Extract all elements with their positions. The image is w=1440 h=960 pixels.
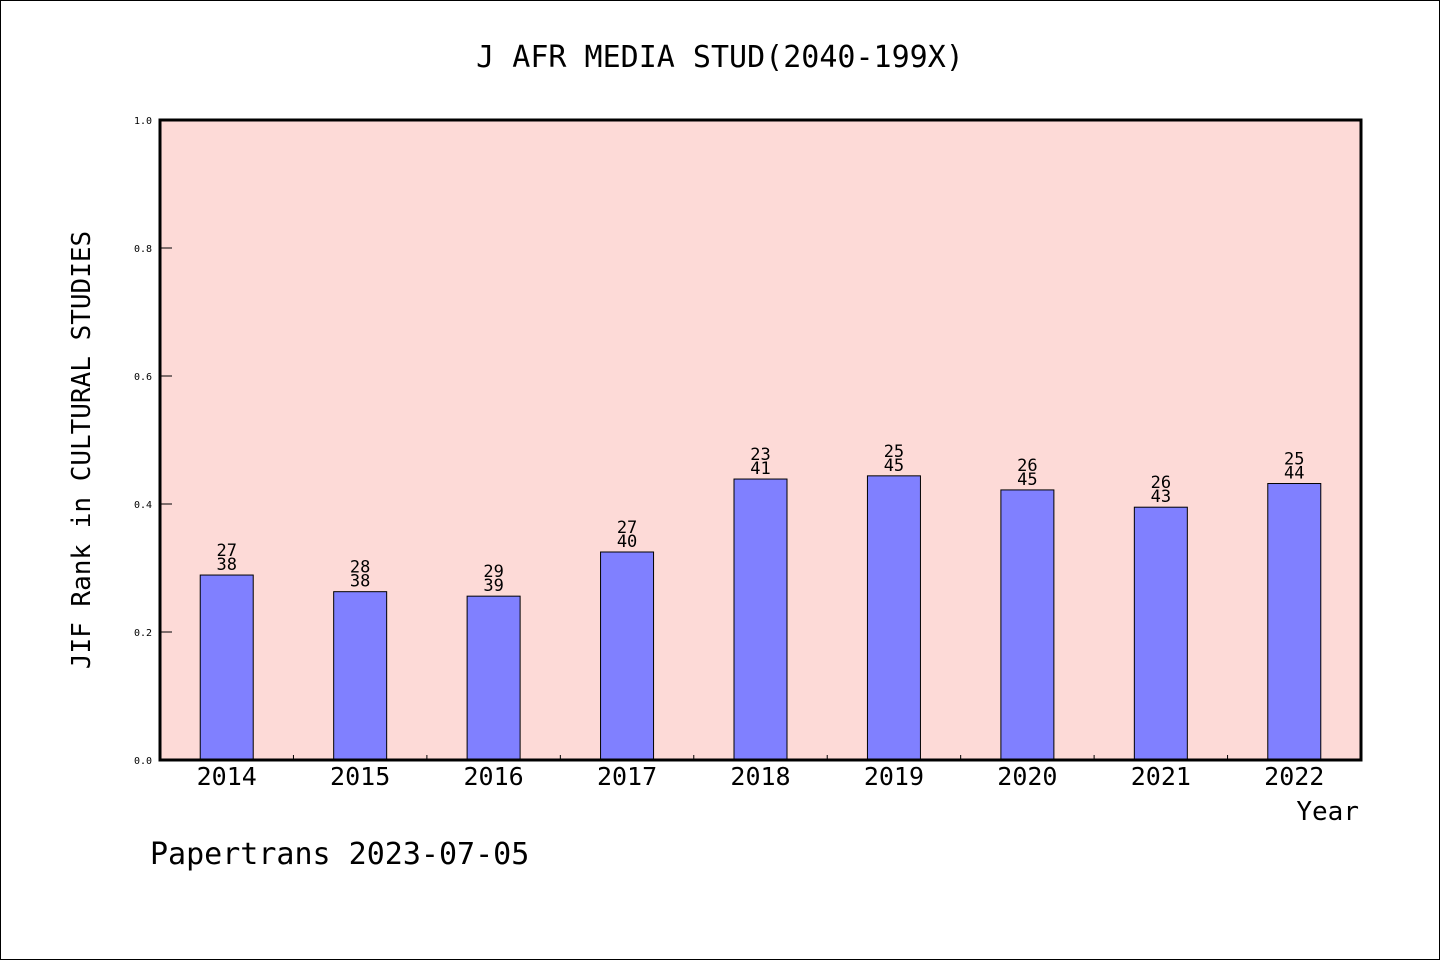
bar-label-top: 25 [884, 442, 904, 462]
x-tick-label: 2015 [330, 762, 390, 791]
footer-credit: Papertrans 2023-07-05 [150, 837, 529, 872]
x-tick-label: 2017 [597, 762, 657, 791]
bar-label-top: 23 [750, 445, 770, 465]
x-tick-label: 2019 [864, 762, 924, 791]
bar-2018 [733, 478, 788, 761]
y-tick-label: 0.0 [134, 756, 152, 767]
bar-label-bottom: 39 [483, 576, 503, 596]
x-tick-label: 2018 [730, 762, 790, 791]
bar-2019 [866, 475, 921, 761]
bar-2014 [199, 574, 254, 761]
y-tick-label: 1.0 [134, 116, 152, 127]
bar-label-top: 27 [617, 518, 637, 538]
chart-title: J AFR MEDIA STUD(2040-199X) [476, 40, 964, 75]
bar-label-bottom: 43 [1151, 487, 1171, 507]
x-tick-label: 2020 [997, 762, 1057, 791]
bar-2015 [333, 591, 388, 761]
bar-label-top: 26 [1151, 473, 1171, 493]
bar-label-bottom: 45 [884, 456, 904, 476]
y-tick-label: 0.4 [134, 500, 152, 511]
x-tick-label: 2014 [197, 762, 257, 791]
x-tick-label: 2022 [1264, 762, 1324, 791]
bar-label-top: 28 [350, 558, 370, 578]
bar-label-top: 27 [216, 541, 236, 561]
y-tick-label: 0.2 [134, 628, 152, 639]
bar-2017 [600, 551, 655, 761]
x-tick-label: 2021 [1131, 762, 1191, 791]
x-tick-label: 2016 [464, 762, 524, 791]
plot-border [158, 118, 1363, 762]
ticks-group: 2014 2015 2016 2017 2018 2019 2020 2021 2022 0.0 0… [134, 116, 1324, 791]
bar-label-bottom: 38 [216, 555, 236, 575]
bar-label-bottom: 40 [617, 532, 637, 552]
bar-label-bottom: 44 [1284, 464, 1304, 484]
y-tick-label: 0.8 [134, 244, 152, 255]
y-tick-label: 0.6 [134, 372, 152, 383]
bar-2021 [1133, 506, 1188, 761]
bar-2020 [1000, 489, 1055, 761]
bar-label-bottom: 45 [1017, 470, 1037, 490]
y-axis-label: JIF Rank in CULTURAL STUDIES [67, 231, 97, 669]
bar-label-top: 26 [1017, 456, 1037, 476]
bar-label-bottom: 38 [350, 572, 370, 592]
bar-label-top: 25 [1284, 450, 1304, 470]
bar-2022 [1267, 483, 1322, 761]
bar-label-top: 29 [483, 562, 503, 582]
bar-label-bottom: 41 [750, 459, 770, 479]
bar-2016 [466, 595, 521, 761]
x-axis-label: Year [1296, 797, 1359, 827]
